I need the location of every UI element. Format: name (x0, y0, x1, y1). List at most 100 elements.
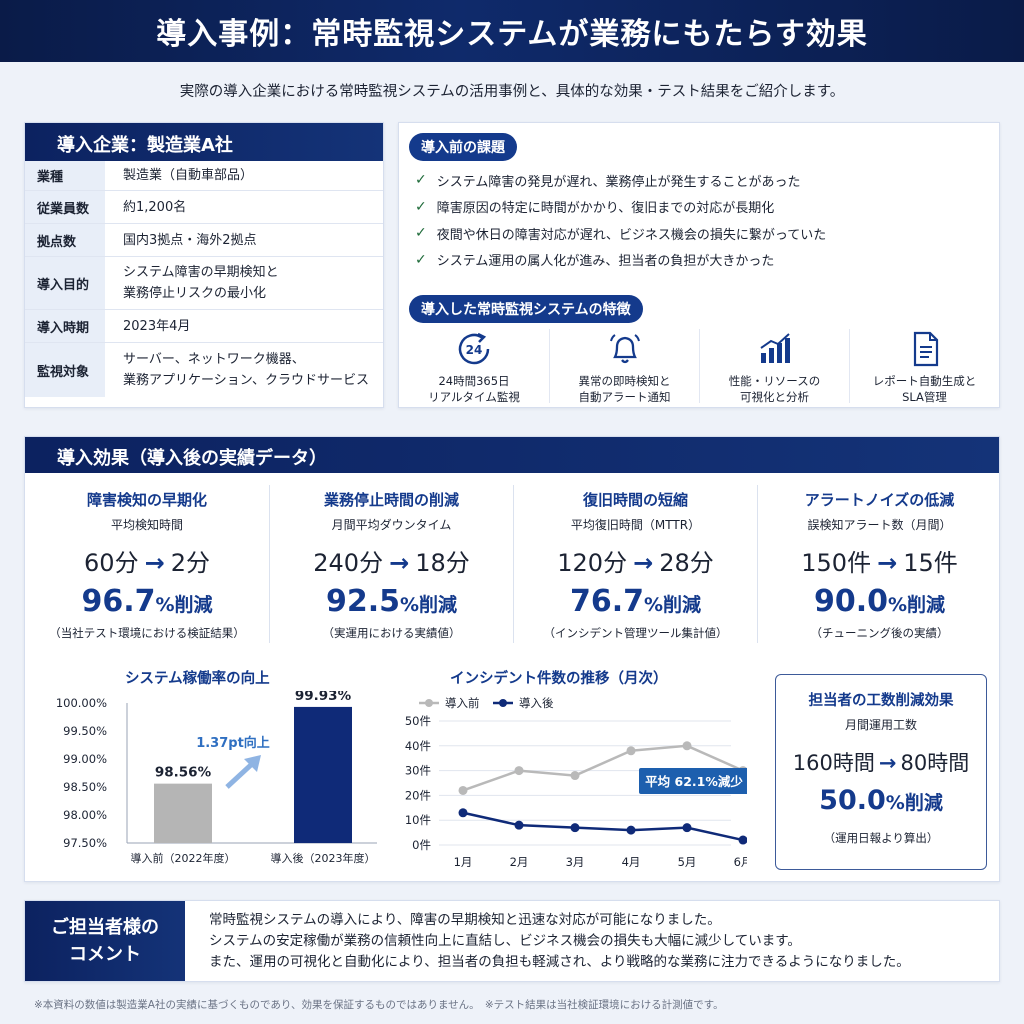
feature-label: 異常の即時検知と (578, 374, 671, 388)
features-title: 導入した常時監視システムの特徴 (409, 295, 643, 323)
kpi-block: 業務停止時間の削減 月間平均ダウンタイム 240分 → 18分 92.5%削減 （実… (269, 485, 513, 643)
challenge-text: システム運用の属人化が進み、担当者の負担が大きかった (436, 254, 775, 270)
info-value: システム障害の早期検知と (123, 265, 279, 280)
info-value: 業務停止リスクの最小化 (123, 286, 267, 301)
data-point (570, 823, 580, 833)
kpi-row: 障害検知の早期化 平均検知時間 60分 → 2分 96.7%削減 （当社テスト環境に… (25, 485, 1001, 643)
kpi-before: 60分 (84, 549, 139, 577)
x-tick-label: 2月 (510, 855, 529, 869)
x-tick-label: 1月 (454, 855, 473, 869)
arrow-right-icon: → (633, 549, 654, 577)
report-icon (913, 331, 938, 367)
arrow-head-icon (244, 755, 261, 772)
check-icon: ✓ (415, 251, 427, 268)
challenge-text: 夜間や休日の障害対応が遅れ、ビジネス機会の損失に繋がっていた (436, 227, 827, 243)
uptime-bar-chart: 100.00% 99.50% 99.00% 98.50% 98.00% 97.50% 98.… (56, 691, 377, 865)
kpi-title: 障害検知の早期化 (86, 491, 207, 509)
data-point (626, 746, 636, 756)
clock-24-label: 24 (466, 343, 483, 357)
arrow-right-icon: → (389, 549, 410, 577)
kpi-percent: 90.0 (813, 584, 888, 619)
kpi-after: 2分 (170, 549, 210, 577)
bar-chart-icon (759, 333, 790, 363)
kpi-title: アラートノイズの低減 (804, 491, 955, 509)
kpi-after: 15件 (903, 549, 958, 577)
x-tick-label: 導入前（2022年度） (131, 851, 236, 865)
info-value: サーバー、ネットワーク機器、 (123, 352, 305, 367)
incident-line-chart: 導入前 導入後 50件 40件 30件 20件 10件 0件 1月 2月 3月 4月 5月 6月 平均 62… (405, 696, 747, 869)
feature-list: 24 24時間365日 リアルタイム監視 異常の即時検知と 自動アラート通知 (399, 329, 1001, 404)
data-point (458, 785, 468, 795)
bar-value-label: 98.56% (155, 765, 212, 781)
kpi-block: 復旧時間の短縮 平均復旧時間（MTTR） 120分 → 28分 76.7%削減 （イ… (513, 485, 757, 643)
kpi-subtitle: 誤検知アラート数（月間） (807, 518, 952, 532)
y-tick-label: 30件 (405, 764, 431, 778)
list-item: ✓ システム障害の発見が遅れ、業務停止が発生することがあった (415, 167, 826, 194)
list-item: ✓ システム運用の属人化が進み、担当者の負担が大きかった (415, 247, 826, 274)
page-subtitle: 実際の導入企業における常時監視システムの活用事例と、具体的な効果・テスト結果をご… (179, 84, 845, 100)
info-label: 拠点数 (25, 224, 105, 256)
workload-before: 160時間 (792, 751, 875, 775)
company-card: 導入企業：製造業A社 業種 製造業（自動車部品） 従業員数 約1,200名 拠点… (24, 122, 384, 408)
info-label: 業種 (25, 161, 105, 190)
y-tick-label: 97.50% (63, 836, 107, 850)
y-tick-label: 50件 (405, 714, 431, 728)
info-label: 監視対象 (25, 343, 105, 397)
info-value: 国内3拠点・海外2拠点 (123, 232, 257, 248)
arrow-right-icon: → (144, 549, 165, 577)
series-line (462, 811, 744, 842)
info-label: 導入目的 (25, 257, 105, 309)
x-tick-label: 6月 (734, 855, 747, 869)
feature-item: レポート自動生成と SLA管理 (849, 329, 999, 404)
data-point (458, 808, 468, 818)
kpi-block: 障害検知の早期化 平均検知時間 60分 → 2分 96.7%削減 （当社テスト環境に… (25, 485, 269, 643)
y-tick-label: 99.00% (63, 752, 107, 766)
comment-line: また、運用の可視化と自動化により、担当者の負担も軽減され、より戦略的な業務に注力… (209, 954, 910, 970)
kpi-percent-unit: %削減 (399, 594, 458, 616)
info-row: 拠点数 国内3拠点・海外2拠点 (25, 224, 383, 257)
comment-title-line: コメント (69, 944, 141, 965)
incident-chart-title: インシデント件数の推移（月次） (450, 671, 668, 687)
comment-title: ご担当者様の コメント (25, 901, 185, 981)
kpi-percent: 96.7 (81, 584, 156, 619)
info-label: 導入時期 (25, 310, 105, 342)
kpi-after: 28分 (659, 549, 714, 577)
y-tick-label: 98.50% (63, 780, 107, 794)
y-tick-label: 20件 (405, 788, 431, 802)
kpi-note: （インシデント管理ツール集計値） (543, 626, 728, 640)
kpi-note: （チューニング後の実績） (810, 626, 949, 640)
kpi-note: （当社テスト環境における検証結果） (49, 626, 245, 640)
bar (294, 706, 352, 843)
data-point (514, 820, 524, 830)
list-item: ✓ 夜間や休日の障害対応が遅れ、ビジネス機会の損失に繋がっていた (415, 220, 826, 247)
challenges-card: 導入前の課題 ✓ システム障害の発見が遅れ、業務停止が発生することがあった ✓ 障害… (398, 122, 1000, 408)
company-title: 導入企業：製造業A社 (25, 123, 383, 161)
legend-marker (425, 699, 433, 707)
comment-body: 常時監視システムの導入により、障害の早期検知と迅速な対応が可能になりました。 シ… (185, 901, 910, 981)
y-tick-label: 0件 (412, 838, 431, 852)
footnote: ※本資料の数値は製造業A社の実績に基づくものであり、効果を保証するものではありま… (34, 999, 724, 1011)
arrow-right-icon: → (878, 751, 897, 775)
feature-label: 24時間365日 (438, 374, 510, 388)
feature-label: レポート自動生成と (872, 374, 977, 388)
list-item: ✓ 障害原因の特定に時間がかかり、復旧までの対応が長期化 (415, 194, 826, 221)
kpi-percent-unit: %削減 (155, 594, 213, 616)
y-tick-label: 100.00% (56, 696, 107, 710)
challenge-text: 障害原因の特定に時間がかかり、復旧までの対応が長期化 (436, 201, 775, 217)
kpi-percent-unit: %削減 (887, 594, 946, 616)
kpi-percent: 76.7 (569, 584, 644, 619)
x-tick-label: 4月 (622, 855, 641, 869)
comment-card: ご担当者様の コメント 常時監視システムの導入により、障害の早期検知と迅速な対応が… (24, 900, 1000, 982)
kpi-after: 18分 (415, 549, 470, 577)
data-point (626, 825, 636, 835)
workload-percent-unit: %削減 (885, 792, 943, 814)
effects-title: 導入効果（導入後の実績データ） (25, 437, 999, 473)
info-value: 2023年4月 (123, 318, 191, 334)
x-tick-label: 5月 (678, 855, 697, 869)
info-value: 業務アプリケーション、クラウドサービス (123, 373, 369, 388)
y-tick-label: 10件 (405, 813, 431, 827)
feature-label: 自動アラート通知 (578, 390, 671, 404)
kpi-percent: 92.5 (325, 584, 400, 619)
info-value: 製造業（自動車部品） (123, 168, 254, 183)
bell-icon (609, 334, 640, 364)
